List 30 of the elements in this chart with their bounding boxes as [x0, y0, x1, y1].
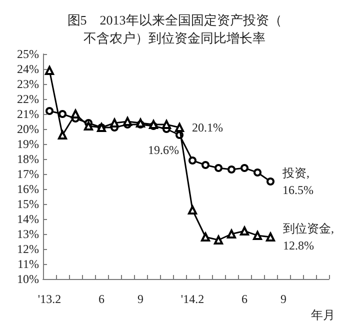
y-tick-label: 16% — [17, 182, 39, 196]
series-label: 到位资金, — [283, 222, 334, 236]
y-tick-label: 10% — [17, 272, 39, 286]
y-tick-label: 15% — [17, 197, 39, 211]
series-label: 投资, — [282, 166, 310, 180]
x-tick-label: 6 — [242, 292, 248, 306]
y-tick-label: 14% — [17, 212, 39, 226]
y-tick-label: 25% — [17, 47, 39, 61]
y-tick-label: 11% — [17, 257, 39, 271]
x-tick-label: 9 — [280, 292, 286, 306]
y-tick-label: 21% — [17, 107, 39, 121]
y-tick-label: 17% — [17, 167, 39, 181]
y-tick-label: 20% — [17, 122, 39, 136]
data-label: 19.6% — [148, 143, 179, 157]
y-tick-label: 18% — [17, 152, 39, 166]
x-axis-title: 年月 — [311, 308, 335, 322]
x-tick-label: '13.2 — [38, 292, 62, 306]
y-tick-label: 23% — [17, 77, 39, 91]
y-tick-label: 19% — [17, 137, 39, 151]
data-label: 20.1% — [192, 120, 223, 134]
y-tick-label: 12% — [17, 242, 39, 256]
chart-title: 图5 2013年以来全国固定资产投资（不含农户）到位资金同比增长率 — [67, 12, 282, 46]
data-label: 16.5% — [282, 183, 314, 197]
x-tick-label: '14.2 — [180, 292, 204, 306]
x-tick-label: 6 — [98, 292, 104, 306]
y-tick-label: 22% — [17, 92, 39, 106]
y-tick-label: 13% — [17, 227, 39, 241]
x-tick-label: 9 — [138, 292, 144, 306]
y-tick-label: 24% — [17, 62, 39, 76]
data-label: 12.8% — [283, 238, 314, 252]
